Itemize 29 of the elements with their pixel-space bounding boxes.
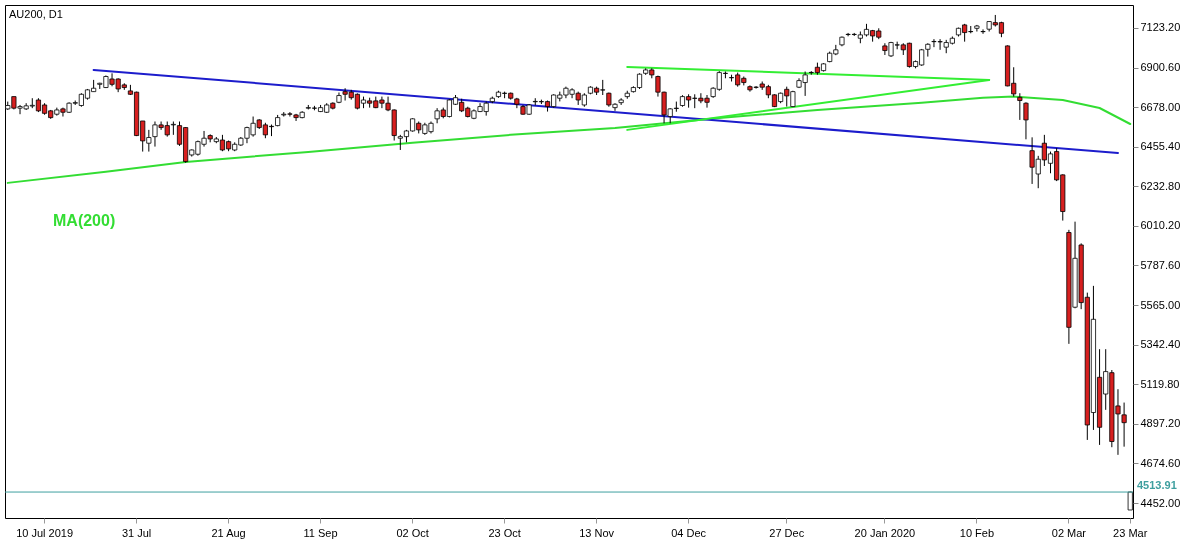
x-tick-label: 11 Sep <box>303 526 338 539</box>
x-tick-label: 10 Feb <box>959 526 995 539</box>
y-tick-label: 7123.20 <box>1140 21 1181 34</box>
y-tick-label: 6010.20 <box>1140 219 1181 232</box>
x-tick-label: 13 Nov <box>579 526 615 539</box>
y-tick-label: 4674.60 <box>1140 456 1181 469</box>
x-tick-label: 04 Dec <box>671 526 707 539</box>
chart-title: AU200, D1 <box>9 8 63 20</box>
y-tick-label: 6232.80 <box>1140 179 1181 192</box>
x-tick-label: 02 Mar <box>1051 526 1087 539</box>
text: MA(200) <box>53 212 116 229</box>
x-tick-label: 23 Mar <box>1113 526 1148 539</box>
y-tick-label: 4897.20 <box>1140 417 1181 430</box>
y-tick-label: 6455.40 <box>1140 140 1181 153</box>
y-tick-label: 6678.00 <box>1140 100 1181 113</box>
y-tick-label: 6900.60 <box>1140 61 1181 74</box>
y-tick-label: 4452.00 <box>1140 496 1181 509</box>
x-tick-label: 20 Jan 2020 <box>854 526 916 539</box>
y-tick-label: 5565.00 <box>1140 298 1181 311</box>
x-tick-label: 27 Dec <box>769 526 805 539</box>
x-tick-label: 23 Oct <box>488 526 521 539</box>
y-tick-label: 5787.60 <box>1140 258 1181 271</box>
y-tick-label: 5342.40 <box>1140 338 1181 351</box>
x-tick-label: 10 Jul 2019 <box>16 526 74 539</box>
ref-line-label: 4513.91 <box>1137 479 1177 492</box>
x-tick-label: 02 Oct <box>396 526 429 539</box>
x-tick-label: 21 Aug <box>211 526 246 539</box>
y-tick-label: 5119.80 <box>1140 377 1180 390</box>
x-tick-label: 31 Jul <box>121 526 152 539</box>
